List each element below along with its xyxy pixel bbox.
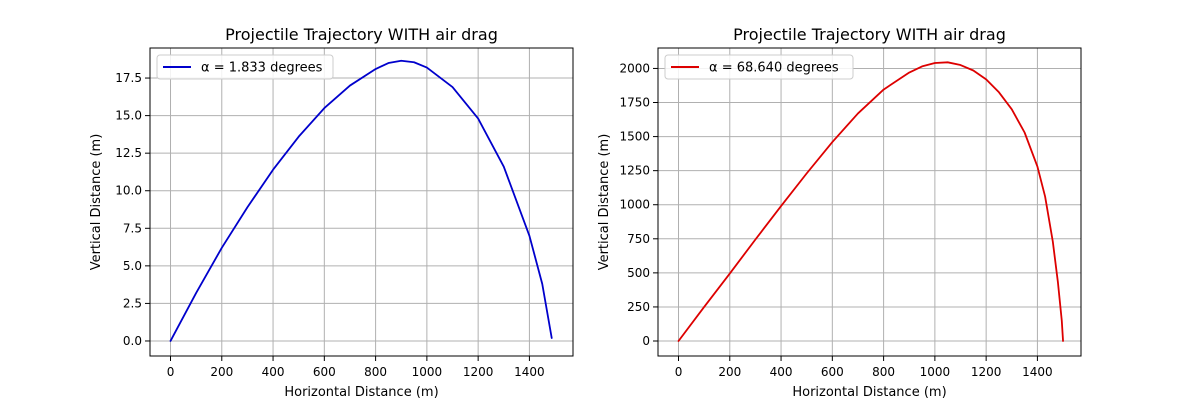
chart-panel-1: 0 200 400 600 800 1000 1200 1400 0.0 2.5 5.0 7.5 10.… xyxy=(89,25,574,400)
y-tick-label: 1750 xyxy=(619,96,650,110)
x-tick-label: 800 xyxy=(872,365,895,379)
y-tick-label: 750 xyxy=(627,232,650,246)
y-tick-label: 2000 xyxy=(619,61,650,75)
chart-panel-2: 0 200 400 600 800 1000 1200 1400 0 250 500 750 1000 1… xyxy=(597,25,1082,400)
x-axis-label: Horizontal Distance (m) xyxy=(792,385,946,400)
y-tick-label: 7.5 xyxy=(123,221,142,235)
x-tick-label: 600 xyxy=(313,365,336,379)
x-tick-label: 0 xyxy=(675,365,683,379)
y-tick-label: 0 xyxy=(642,334,650,348)
legend: α = 68.640 degrees xyxy=(664,54,854,80)
legend: α = 1.833 degrees xyxy=(156,54,334,80)
x-tick-label: 0 xyxy=(167,365,175,379)
legend-label: α = 1.833 degrees xyxy=(201,61,323,76)
y-tick-label: 1000 xyxy=(619,198,650,212)
legend-box xyxy=(664,54,854,80)
x-tick-label: 1400 xyxy=(1022,365,1053,379)
chart-title: Projectile Trajectory WITH air drag xyxy=(733,25,1006,44)
y-tick-label: 500 xyxy=(627,266,650,280)
axes-frame xyxy=(657,47,1082,357)
x-tick-label: 1000 xyxy=(920,365,951,379)
x-tick-label: 1200 xyxy=(971,365,1002,379)
y-tick-label: 15.0 xyxy=(115,109,142,123)
y-tick-label: 10.0 xyxy=(115,184,142,198)
y-tick-label: 5.0 xyxy=(123,259,142,273)
chart-title: Projectile Trajectory WITH air drag xyxy=(225,25,498,44)
x-tick-label: 1400 xyxy=(514,365,545,379)
x-tick-label: 400 xyxy=(262,365,285,379)
y-axis-label: Vertical Distance (m) xyxy=(597,134,612,271)
y-tick-label: 17.5 xyxy=(115,71,142,85)
x-axis-label: Horizontal Distance (m) xyxy=(284,385,438,400)
y-tick-label: 1250 xyxy=(619,164,650,178)
legend-box xyxy=(156,54,334,80)
series-line-1 xyxy=(677,61,1064,342)
x-tick-label: 200 xyxy=(718,365,741,379)
x-tick-label: 200 xyxy=(210,365,233,379)
x-tick-label: 800 xyxy=(364,365,387,379)
x-tick-label: 600 xyxy=(821,365,844,379)
y-tick-label: 1500 xyxy=(619,130,650,144)
y-tick-label: 2.5 xyxy=(123,296,142,310)
y-tick-label: 0.0 xyxy=(123,334,142,348)
y-tick-label: 250 xyxy=(627,300,650,314)
x-tick-label: 1200 xyxy=(463,365,494,379)
x-tick-label: 400 xyxy=(770,365,793,379)
y-axis-label: Vertical Distance (m) xyxy=(89,134,104,271)
x-tick-label: 1000 xyxy=(412,365,443,379)
y-tick-label: 12.5 xyxy=(115,146,142,160)
axes-frame xyxy=(149,47,574,357)
series-line-1 xyxy=(169,59,553,342)
legend-label: α = 68.640 degrees xyxy=(709,61,839,76)
